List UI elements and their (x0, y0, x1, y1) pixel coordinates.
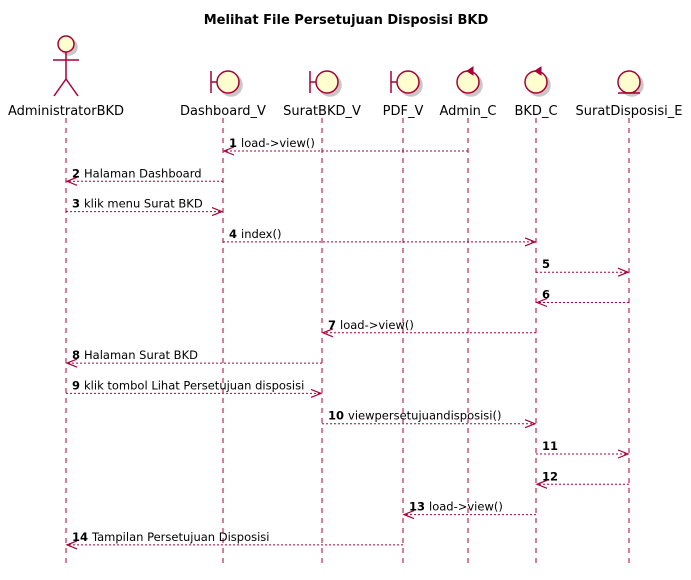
message-number: 2 (72, 166, 80, 180)
participant-name: BKD_C (514, 104, 557, 119)
control-icon (456, 66, 483, 97)
message-number: 14 (72, 530, 88, 544)
message-text: Halaman Surat BKD (84, 348, 198, 362)
message-14: 14 Tampilan Persetujuan Disposisi (65, 530, 403, 550)
message-11: 11 (536, 439, 630, 459)
message-5: 5 (536, 257, 630, 277)
message-label: 12 (542, 469, 558, 483)
message-9: 9 klik tombol Lihat Persetujuan disposisi (66, 378, 323, 398)
participant-entity: SuratDisposisi_E (576, 70, 683, 119)
participant-name: Admin_C (439, 104, 496, 119)
participants: AdministratorBKD Dashboard_V SuratBKD_V PDF… (8, 35, 683, 119)
message-label: 11 (542, 439, 558, 453)
message-number: 3 (72, 197, 80, 211)
message-number: 8 (72, 348, 80, 362)
participant-name: SuratBKD_V (283, 104, 361, 119)
message-1: 1 load->view() (222, 136, 468, 156)
message-number: 4 (229, 227, 237, 241)
message-text: klik tombol Lihat Persetujuan disposisi (84, 378, 304, 392)
message-label: 2 Halaman Dashboard (72, 166, 202, 180)
message-label: 9 klik tombol Lihat Persetujuan disposisi (72, 378, 304, 392)
message-text: load->view() (429, 500, 503, 514)
participant-bkdc: BKD_C (514, 66, 558, 119)
participant-adminc: Admin_C (439, 66, 497, 119)
message-6: 6 (535, 288, 629, 308)
boundary-icon (210, 70, 243, 97)
message-label: 4 index() (229, 227, 281, 241)
message-number: 5 (542, 257, 550, 271)
message-number: 1 (229, 136, 237, 150)
message-3: 3 klik menu Surat BKD (66, 197, 224, 217)
message-label: 7 load->view() (328, 318, 414, 332)
participant-name: SuratDisposisi_E (576, 104, 683, 119)
message-label: 3 klik menu Surat BKD (72, 197, 203, 211)
boundary-icon (309, 70, 342, 97)
message-number: 9 (72, 378, 80, 392)
message-label: 5 (542, 257, 550, 271)
message-12: 12 (535, 469, 629, 489)
control-icon (524, 66, 551, 97)
message-label: 13 load->view() (409, 500, 503, 514)
message-text: load->view() (340, 318, 414, 332)
diagram-title: Melihat File Persetujuan Disposisi BKD (204, 13, 489, 28)
message-4: 4 index() (223, 227, 537, 247)
participant-surat: SuratBKD_V (283, 70, 361, 119)
message-7: 7 load->view() (321, 318, 536, 338)
message-number: 10 (328, 409, 344, 423)
message-label: 6 (542, 288, 550, 302)
message-2: 2 Halaman Dashboard (65, 166, 223, 186)
message-text: load->view() (241, 136, 315, 150)
message-number: 11 (542, 439, 558, 453)
participant-name: PDF_V (383, 104, 424, 119)
participant-name: AdministratorBKD (8, 104, 124, 119)
participant-name: Dashboard_V (180, 104, 266, 119)
message-text: viewpersetujuandisposisi() (348, 409, 501, 423)
message-number: 7 (328, 318, 336, 332)
boundary-icon (390, 70, 423, 97)
message-13: 13 load->view() (402, 500, 536, 520)
actor-head (57, 35, 75, 53)
message-text: Halaman Dashboard (84, 166, 202, 180)
message-10: 10 viewpersetujuandisposisi() (322, 409, 537, 429)
message-label: 10 viewpersetujuandisposisi() (328, 409, 501, 423)
message-text: Tampilan Persetujuan Disposisi (91, 530, 269, 544)
participant-dash: Dashboard_V (180, 70, 266, 119)
message-label: 14 Tampilan Persetujuan Disposisi (72, 530, 270, 544)
participant-pdf: PDF_V (383, 70, 424, 119)
participant-admin: AdministratorBKD (8, 35, 124, 119)
messages: 1 load->view() 2 Halaman Dashboard 3 klik men… (65, 136, 630, 550)
message-8: 8 Halaman Surat BKD (65, 348, 322, 368)
lifelines (65, 118, 630, 565)
message-number: 12 (542, 469, 558, 483)
message-label: 8 Halaman Surat BKD (72, 348, 198, 362)
message-text: klik menu Surat BKD (84, 197, 203, 211)
message-label: 1 load->view() (229, 136, 315, 150)
entity-icon (617, 70, 644, 97)
message-number: 6 (542, 288, 550, 302)
message-text: index() (241, 227, 281, 241)
message-number: 13 (409, 500, 425, 514)
actor-icon (53, 35, 79, 97)
